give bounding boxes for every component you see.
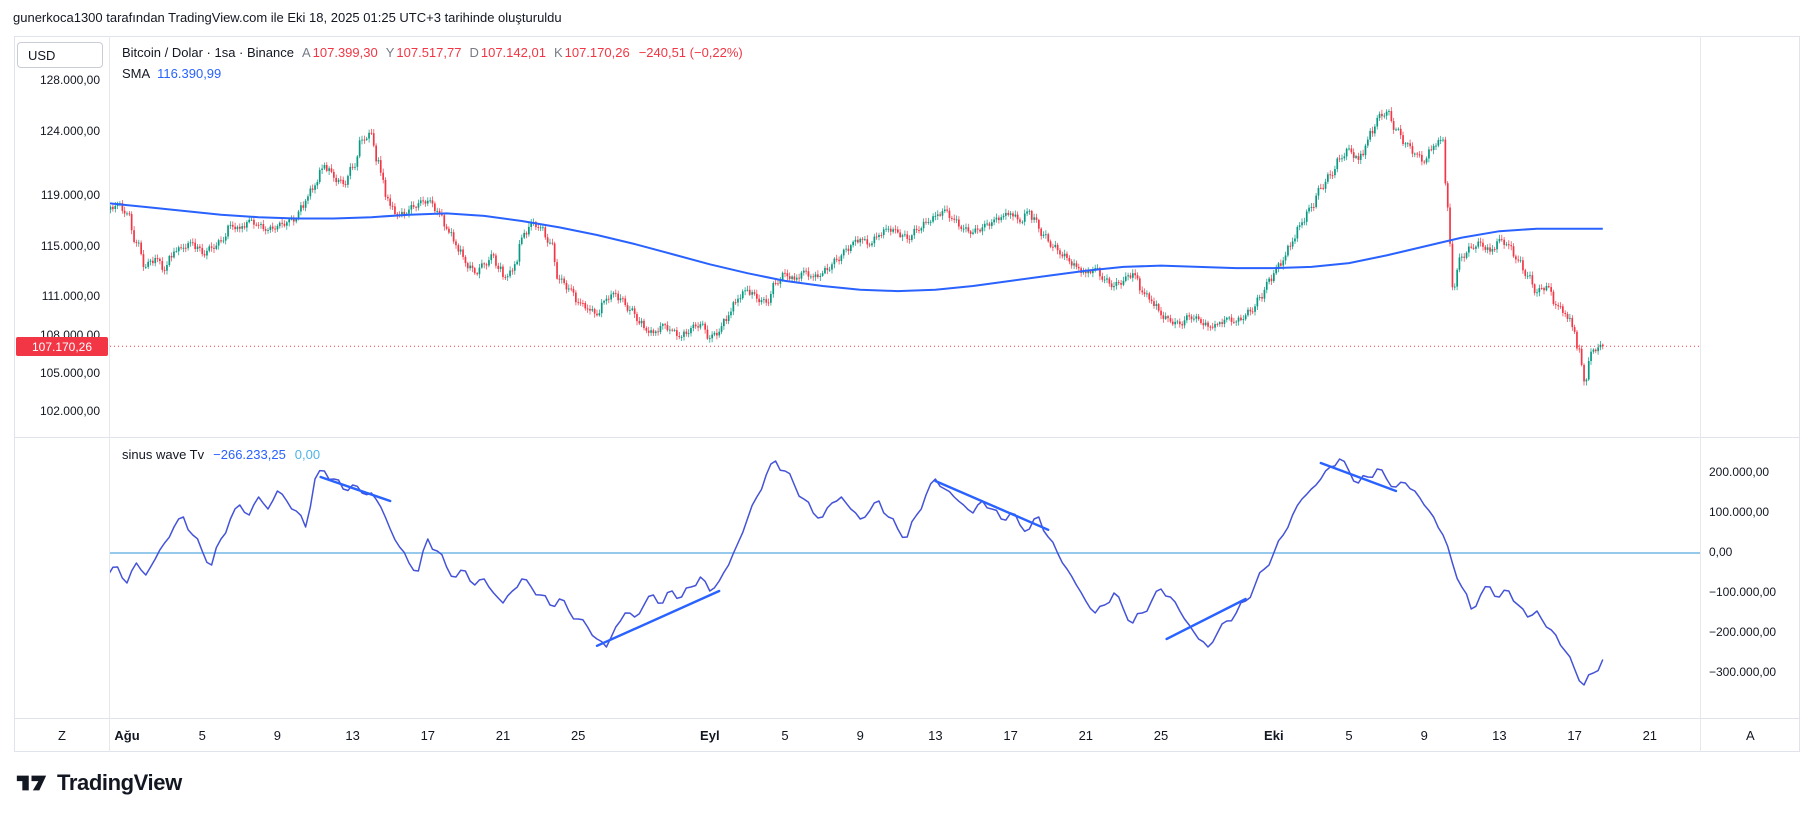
attribution-text: gunerkoca1300 tarafından TradingView.com… xyxy=(13,10,562,25)
time-tick: 17 xyxy=(420,728,436,743)
time-tick: 5 xyxy=(198,728,206,743)
change-value: −240,51 (−0,22%) xyxy=(638,45,743,60)
main-chart-canvas[interactable] xyxy=(110,36,1700,437)
time-tick: 25 xyxy=(1153,728,1169,743)
indicator-axis[interactable]: 200.000,00 100.000,00 0,00 −100.000,00 −200.… xyxy=(1700,36,1800,752)
main-legend: Bitcoin / Dolar · 1sa · Binance A 107.399,… xyxy=(122,45,743,60)
ohlc-item-label: D xyxy=(469,45,479,60)
symbol-title[interactable]: Bitcoin / Dolar · 1sa · Binance xyxy=(122,45,294,60)
price-axis-label: 124.000,00 xyxy=(39,124,100,138)
ohlc-item-label: Y xyxy=(385,45,395,60)
price-axis[interactable]: USD 128.000,00 124.000,00 119.000,00 115.00… xyxy=(14,36,110,752)
time-tick: Eki xyxy=(1264,728,1284,743)
indicator-axis-label: 100.000,00 xyxy=(1709,505,1770,519)
indicator-axis-label: −200.000,00 xyxy=(1709,625,1777,639)
indicator-axis-label: −100.000,00 xyxy=(1709,585,1777,599)
price-axis-label: 115.000,00 xyxy=(40,239,100,253)
currency-button[interactable]: USD xyxy=(17,42,103,68)
time-axis[interactable]: Z A Ağu 5 9 13 17 21 25 Eyl 5 9 13 17 21 25 Eki 5 9 13 17 2… xyxy=(14,718,1800,752)
time-tick: 17 xyxy=(1567,728,1582,743)
time-tick: 25 xyxy=(570,728,586,743)
sma-legend: SMA 116.390,99 xyxy=(122,66,221,81)
price-axis-label: 128.000,00 xyxy=(39,73,100,87)
ohlc-legend: A 107.399,30 Y 107.517,77 D 107.142,01 K 107.17… xyxy=(294,45,630,60)
ohlc-item-value: 107.170,26 xyxy=(564,45,630,60)
indicator-legend: sinus wave Tv −266.233,25 0,00 xyxy=(122,447,320,462)
auto-scale-label[interactable]: A xyxy=(1746,728,1755,743)
price-axis-label: 119.000,00 xyxy=(40,188,100,202)
indicator-value-2: 0,00 xyxy=(294,447,321,462)
time-tick: Eyl xyxy=(700,728,720,743)
tradingview-logo[interactable]: TradingView xyxy=(15,770,182,796)
pane-divider[interactable] xyxy=(14,437,1800,438)
chart-frame xyxy=(14,36,1800,752)
time-tick: 13 xyxy=(1492,728,1507,743)
price-axis-label: 102.000,00 xyxy=(39,404,100,418)
indicator-axis-label: 0,00 xyxy=(1709,545,1733,559)
time-tick: 21 xyxy=(1642,728,1658,743)
ohlc-item-value: 107.517,77 xyxy=(396,45,462,60)
indicator-axis-label: −300.000,00 xyxy=(1709,665,1777,679)
time-tick: Ağu xyxy=(114,728,140,743)
time-tick: 5 xyxy=(781,728,789,743)
indicator-canvas[interactable] xyxy=(110,437,1700,718)
sma-value: 116.390,99 xyxy=(157,66,222,81)
indicator-value: −266.233,25 xyxy=(213,447,286,462)
ohlc-item-value: 107.142,01 xyxy=(480,45,546,60)
indicator-axis-label: 200.000,00 xyxy=(1709,465,1770,479)
sma-label[interactable]: SMA xyxy=(122,66,151,81)
ohlc-item-label: A xyxy=(301,45,311,60)
price-axis-label: 105.000,00 xyxy=(39,366,100,380)
indicator-title[interactable]: sinus wave Tv xyxy=(122,447,205,462)
time-tick: 9 xyxy=(856,728,864,743)
time-tick: 17 xyxy=(1003,728,1018,743)
time-tick: 13 xyxy=(345,728,360,743)
tradingview-logo-icon xyxy=(16,775,47,791)
price-tag: 107.170,26 xyxy=(16,337,108,356)
currency-button-label: USD xyxy=(28,47,56,63)
price-axis-label: 111.000,00 xyxy=(41,289,100,303)
time-tick: 9 xyxy=(273,728,282,743)
timezone-label[interactable]: Z xyxy=(58,728,66,743)
tradingview-logo-text: TradingView xyxy=(57,770,182,795)
ohlc-item-value: 107.399,30 xyxy=(312,45,378,60)
time-tick: 5 xyxy=(1345,728,1353,743)
time-tick: 13 xyxy=(928,728,943,743)
ohlc-item-label: K xyxy=(553,45,563,60)
time-tick: 9 xyxy=(1420,728,1428,743)
time-tick: 21 xyxy=(1078,728,1094,743)
time-tick: 21 xyxy=(495,728,511,743)
